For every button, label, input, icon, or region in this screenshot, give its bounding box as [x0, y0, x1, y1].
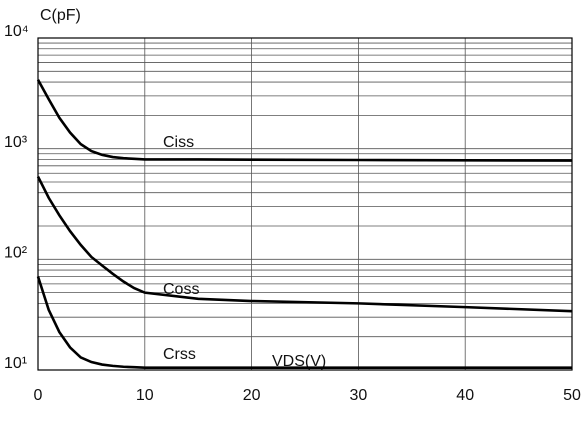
y-axis-label: C(pF) — [40, 7, 81, 24]
y-tick-label: 10² — [4, 245, 28, 262]
series-label: Coss — [163, 281, 199, 298]
series-line — [36, 175, 573, 313]
series-line — [36, 79, 573, 162]
x-tick-label: 30 — [350, 387, 368, 404]
series-label: Ciss — [163, 134, 194, 151]
x-tick-label: 0 — [34, 387, 43, 404]
series-line — [36, 276, 572, 369]
y-tick-label: 10⁴ — [4, 23, 29, 40]
x-tick-label: 40 — [456, 387, 474, 404]
x-tick-label: 50 — [563, 387, 581, 404]
y-tick-label: 10³ — [4, 134, 28, 151]
x-tick-label: 20 — [243, 387, 261, 404]
x-tick-label: 10 — [136, 387, 154, 404]
y-tick-label: 10¹ — [4, 355, 27, 372]
plot-frame — [37, 37, 573, 371]
x-axis-label: VDS(V) — [272, 353, 326, 370]
series-label: Crss — [163, 346, 196, 363]
